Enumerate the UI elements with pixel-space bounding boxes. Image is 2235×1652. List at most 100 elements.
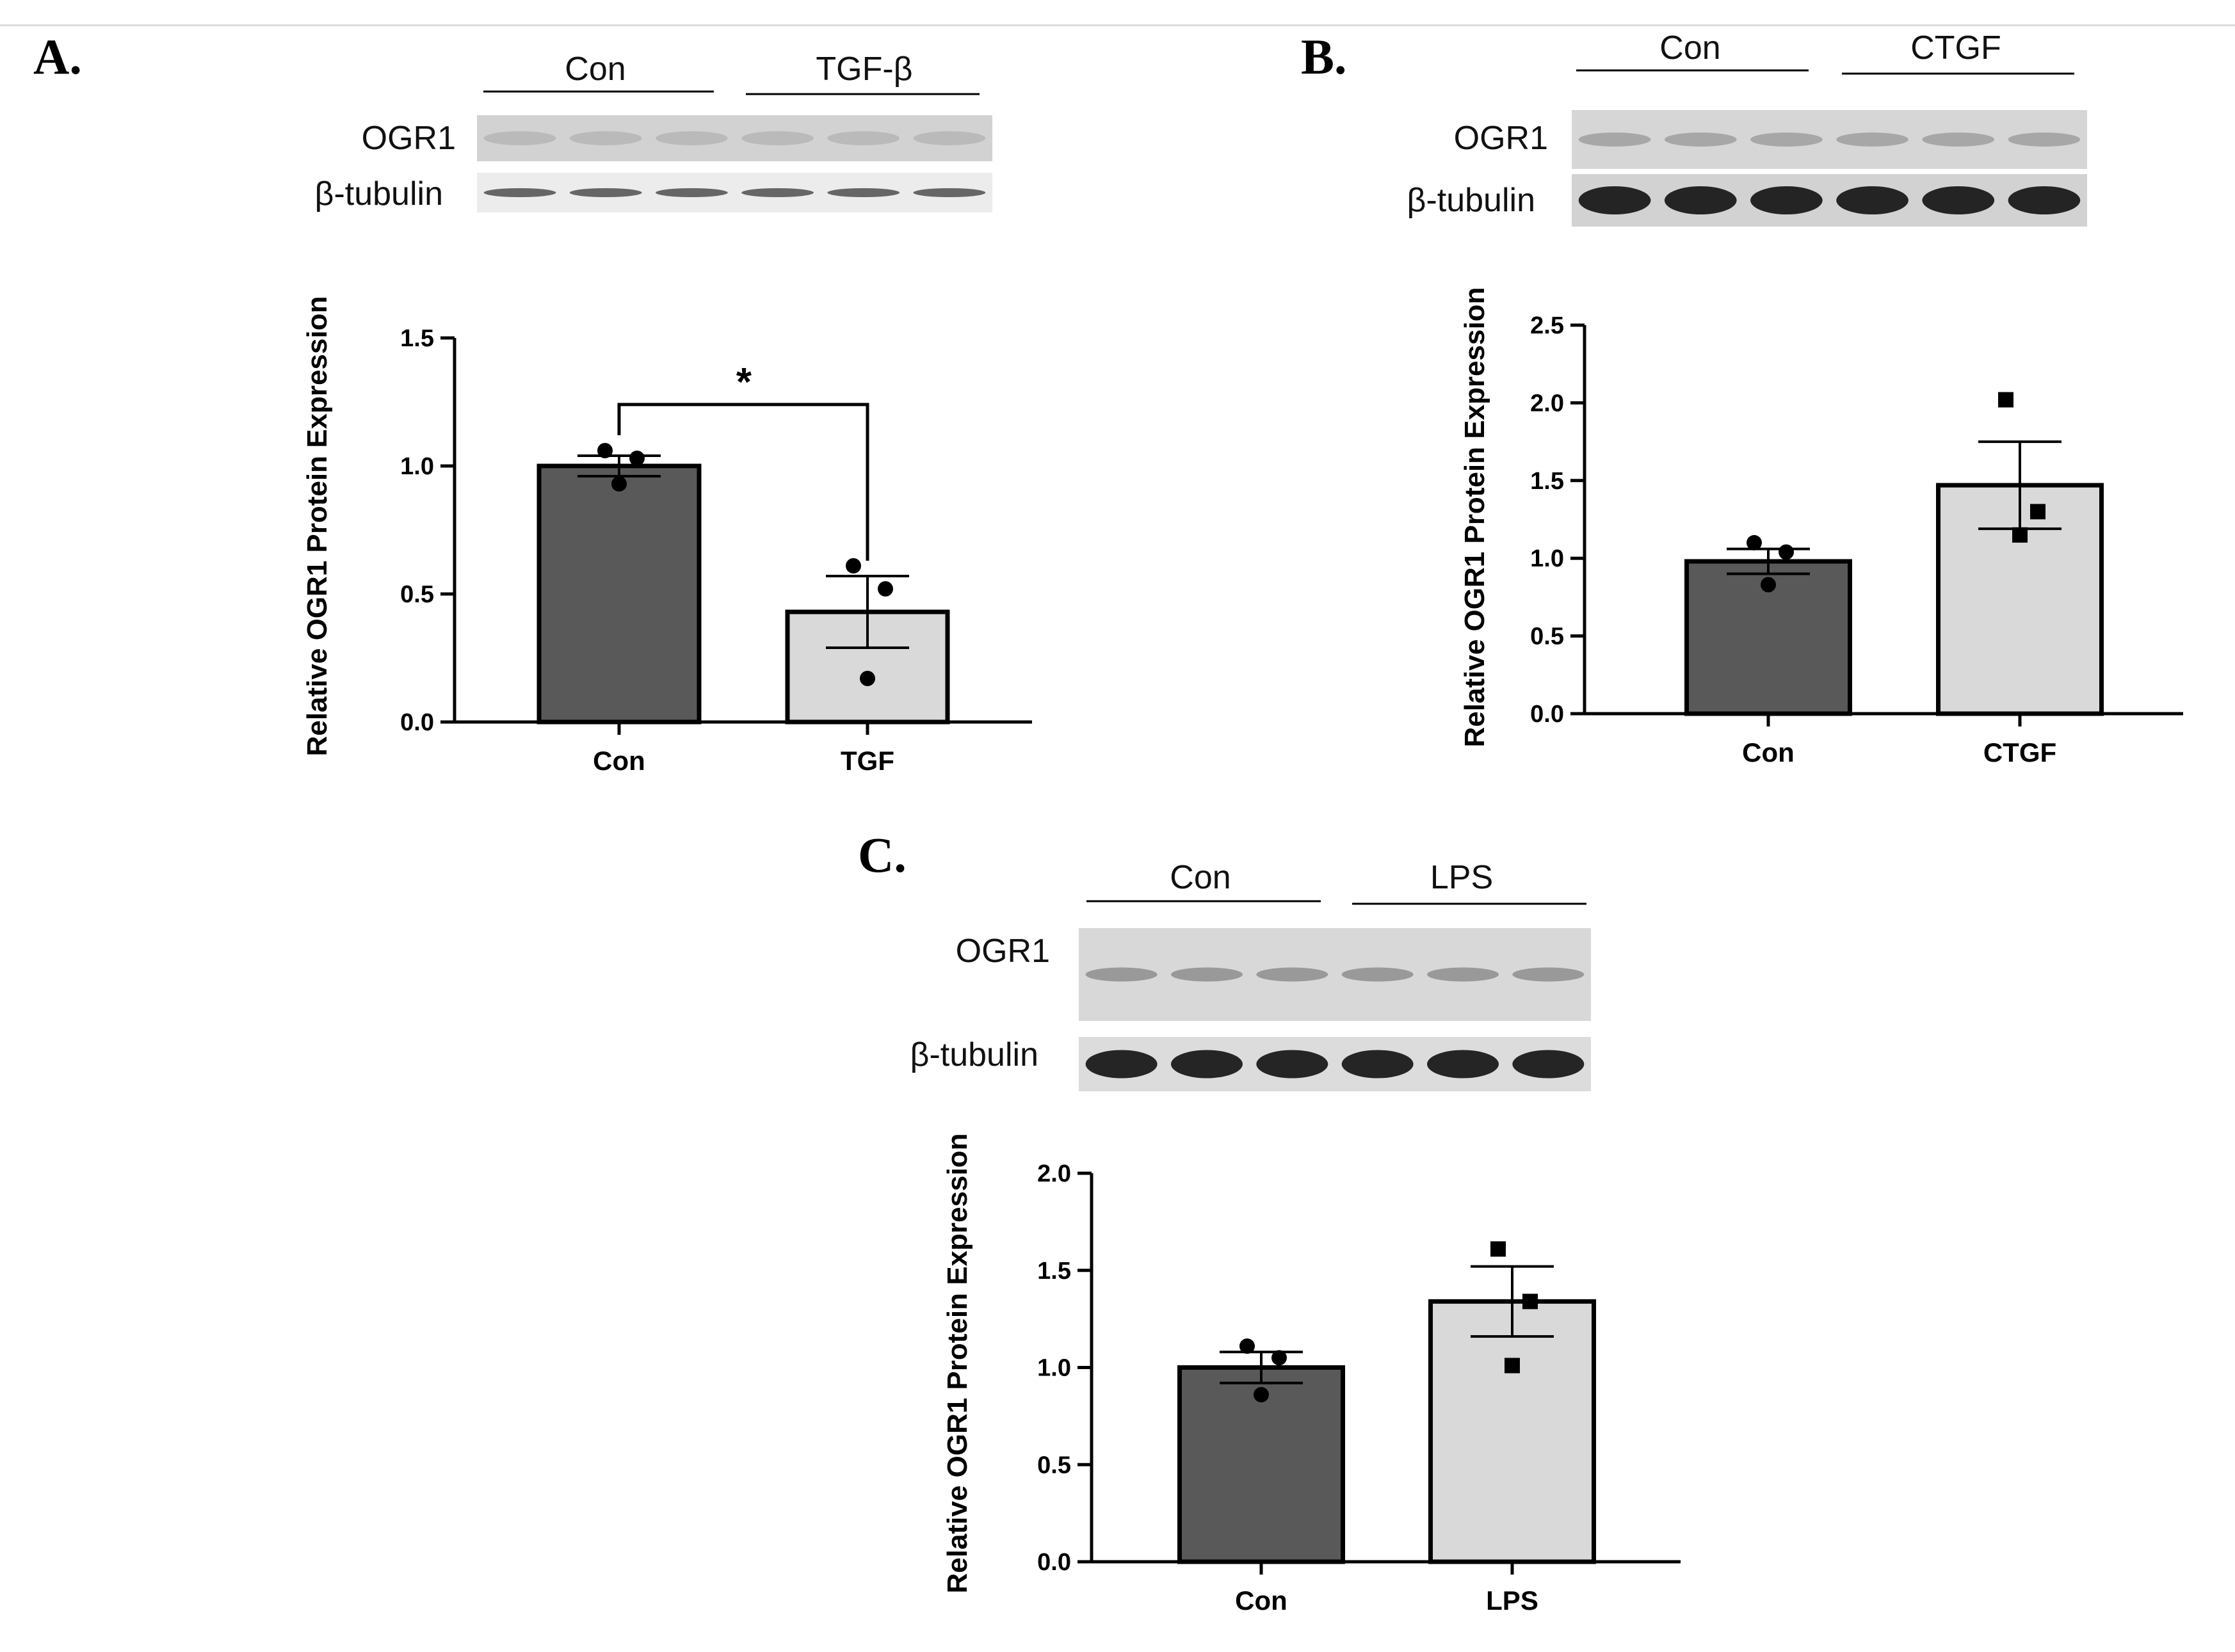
panel-a-blot-strip-2 [477,173,992,213]
panel-c-blot-row-label-1: OGR1 [956,933,1050,970]
panel-a-group-label-2: TGF-β [816,51,912,88]
panel-c-group-label-2: LPS [1430,859,1493,896]
panel-c-point-0-0 [1239,1338,1255,1354]
panel-b-y-tick-label-0: 0.0 [1530,701,1564,728]
panel-a-point-1-1 [878,581,893,597]
panel-b-blot: Con CTGF OGR1 β-tubulin [1407,29,2087,227]
panel-c: C. Con LPS OGR1 β-tubulin Relative OGR1 … [858,827,1681,1616]
panel-b-blot-band-r2-lane-1 [1578,186,1651,214]
panel-a-blot-band-r1-lane-5 [827,131,900,145]
panel-b-x-label-con: Con [1742,737,1795,767]
panel-c-point-1-2 [1505,1358,1520,1374]
panel-a-point-0-2 [611,476,627,492]
panel-b-y-tick-label-5: 2.5 [1530,312,1564,339]
panel-a-blot-band-r1-lane-1 [483,131,556,145]
panel-a-blot-band-r1-lane-4 [741,131,814,145]
panel-b-group-label-2: CTGF [1910,29,2001,67]
panel-b-y-tick-label-1: 0.5 [1530,623,1564,650]
panel-a-blot-band-r2-lane-1 [483,188,556,197]
panel-b-blot-band-r1-lane-6 [2008,132,2081,147]
panel-c-y-axis-title: Relative OGR1 Protein Expression [942,1134,973,1594]
panel-a-significance-star: * [736,360,752,405]
panel-a-blot-band-r2-lane-3 [656,188,728,197]
panel-c-y-tick-label-1: 0.5 [1037,1452,1071,1479]
panel-a-blot-band-r1-lane-2 [569,131,642,145]
panel-c-x-label-lps: LPS [1486,1585,1538,1616]
panel-a-y-tick-label-2: 1.0 [400,453,434,480]
panel-c-group-label-1: Con [1170,859,1230,896]
panel-c-blot-strip-1 [1079,928,1591,1021]
panel-a-group-label-1: Con [565,51,625,88]
panel-c-blot-band-r2-lane-2 [1171,1050,1243,1079]
panel-c-y-tick-label-0: 0.0 [1037,1549,1071,1576]
panel-a-x-label-tgf: TGF [841,746,894,776]
panel-b-blot-row-label-2: β-tubulin [1407,182,1535,219]
panel-b-blot-row-label-1: OGR1 [1454,120,1548,157]
panel-b-blot-band-r2-lane-6 [2008,186,2081,214]
panel-b-blot-band-r1-lane-3 [1750,132,1823,147]
panel-c-blot-band-r1-lane-3 [1256,967,1328,982]
panel-a-blot-strip-1 [477,115,992,161]
panel-b-y-tick-label-2: 1.0 [1530,545,1564,572]
panel-b-y-axis-title: Relative OGR1 Protein Expression [1459,287,1490,748]
panel-c-blot-band-r2-lane-4 [1341,1050,1414,1079]
panel-b-chart: Relative OGR1 Protein Expression 0.0 0.5 1… [1459,287,2183,767]
panel-a-blot-band-r1-lane-6 [913,131,986,145]
panel-b-y-tick-label-4: 2.0 [1530,390,1564,417]
panel-b-blot-band-r2-lane-4 [1836,186,1908,214]
panel-c-blot-band-r1-lane-2 [1171,967,1243,982]
panel-c-point-0-2 [1254,1386,1269,1402]
panel-b-point-1-0 [1998,392,2013,408]
panel-c-y-tick-label-3: 1.5 [1037,1258,1071,1285]
panel-a-blot: Con TGF-β OGR1 β-tubulin [315,51,992,213]
panel-c-point-0-1 [1271,1350,1287,1366]
panel-a-blot-row-label-1: OGR1 [362,120,456,157]
panel-a-y-tick-label-3: 1.5 [400,325,434,352]
panel-c-x-label-con: Con [1235,1585,1287,1616]
panel-a-blot-band-r1-lane-3 [656,131,728,145]
panel-b-blot-strip-2 [1572,174,2087,227]
panel-c-blot-band-r1-lane-1 [1085,967,1158,982]
panel-c-blot-band-r1-lane-4 [1341,967,1414,982]
panel-b-y-tick-label-3: 1.5 [1530,468,1564,495]
panel-a-blot-band-r2-lane-6 [913,188,986,197]
panel-b-blot-band-r1-lane-1 [1578,132,1651,147]
panel-c-blot: Con LPS OGR1 β-tubulin [910,859,1591,1091]
panel-a-point-1-0 [846,558,861,573]
panel-b-blot-band-r2-lane-2 [1664,186,1737,214]
panel-b-point-0-2 [1761,577,1776,593]
panel-c-letter: C. [858,827,907,883]
panel-c-point-1-1 [1522,1294,1538,1310]
panel-c-point-1-0 [1490,1241,1506,1257]
panel-c-blot-band-r2-lane-1 [1085,1050,1158,1079]
panel-b-point-0-0 [1747,534,1762,550]
panel-c-y-tick-label-2: 1.0 [1037,1355,1071,1382]
panel-a-bar-con [537,463,702,725]
top-border [0,24,2235,26]
panel-c-blot-band-r1-lane-5 [1427,967,1499,982]
panel-a-significance-bracket [617,403,869,561]
panel-b: B. Con CTGF OGR1 β-tubulin Relative OGR1… [1301,29,2183,767]
panel-b-point-1-2 [2012,527,2028,543]
panel-a-point-0-0 [597,443,613,458]
panel-a-blot-row-label-2: β-tubulin [315,175,443,213]
panel-c-chart: Relative OGR1 Protein Expression 0.0 0.5 1… [942,1134,1681,1616]
panel-a-letter: A. [33,29,82,84]
panel-b-x-label-ctgf: CTGF [1983,737,2056,767]
panel-b-point-1-1 [2030,504,2045,520]
panel-b-blot-band-r1-lane-5 [1922,132,1995,147]
panel-b-blot-band-r2-lane-5 [1922,186,1995,214]
panel-a: A. Con TGF-β OGR1 β-tubulin Relative OGR… [33,29,1032,776]
panel-b-group-label-1: Con [1659,29,1720,67]
panel-a-y-tick-label-1: 0.5 [400,581,434,608]
panel-c-blot-band-r2-lane-3 [1256,1050,1328,1079]
panel-b-blot-band-r2-lane-3 [1750,186,1823,214]
panel-b-blot-strip-1 [1572,110,2087,169]
panel-c-blot-band-r1-lane-6 [1512,967,1585,982]
panel-b-point-0-1 [1779,544,1794,560]
panel-b-letter: B. [1301,29,1347,84]
panel-b-blot-band-r1-lane-4 [1836,132,1908,147]
panel-a-y-tick-label-0: 0.0 [400,709,434,736]
panel-c-blot-strip-2 [1079,1037,1591,1091]
